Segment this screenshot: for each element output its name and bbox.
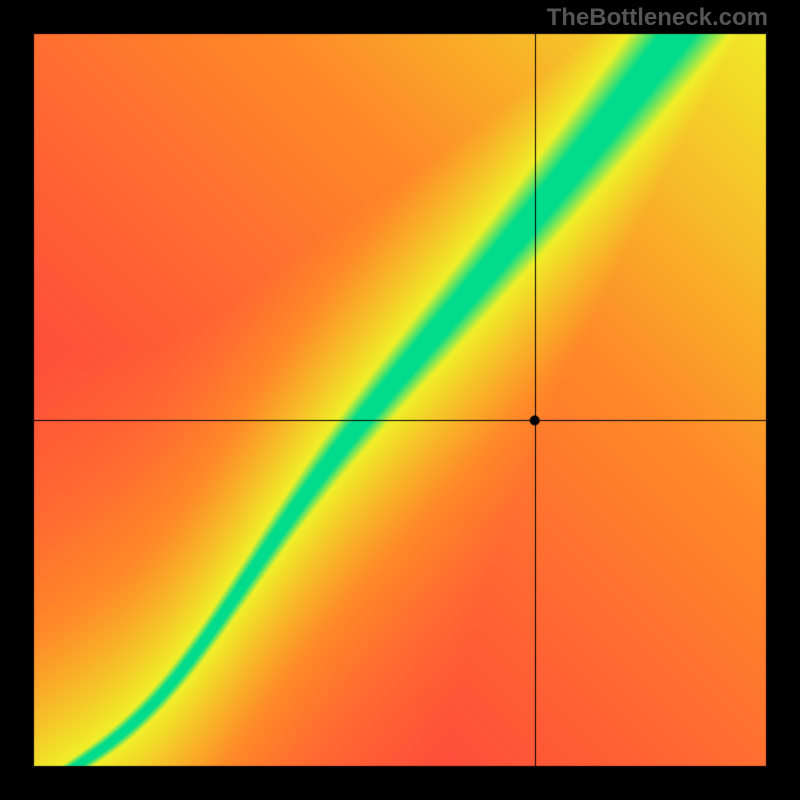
watermark-text: TheBottleneck.com (547, 4, 768, 32)
chart-container: TheBottleneck.com (0, 0, 800, 800)
heatmap-canvas (0, 0, 800, 800)
